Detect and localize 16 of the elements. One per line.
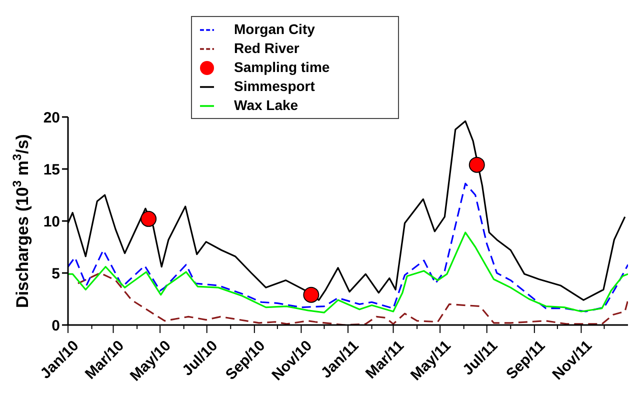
legend-label: Simmesport xyxy=(234,78,315,94)
y-tick-label: 20 xyxy=(43,109,60,126)
point xyxy=(303,286,320,303)
legend-label: Sampling time xyxy=(234,59,330,75)
line-series xyxy=(68,232,628,314)
y-tick-label: 0 xyxy=(52,317,60,334)
line-series xyxy=(68,182,628,312)
line-series xyxy=(77,272,628,325)
legend-label: Red River xyxy=(234,40,300,56)
point xyxy=(140,210,157,227)
y-tick-label: 15 xyxy=(43,161,60,178)
y-tick-label: 10 xyxy=(43,213,60,230)
legend-label: Morgan City xyxy=(234,21,315,37)
legend-label: Wax Lake xyxy=(234,97,298,113)
y-tick-label: 5 xyxy=(52,265,60,282)
point xyxy=(468,156,485,173)
